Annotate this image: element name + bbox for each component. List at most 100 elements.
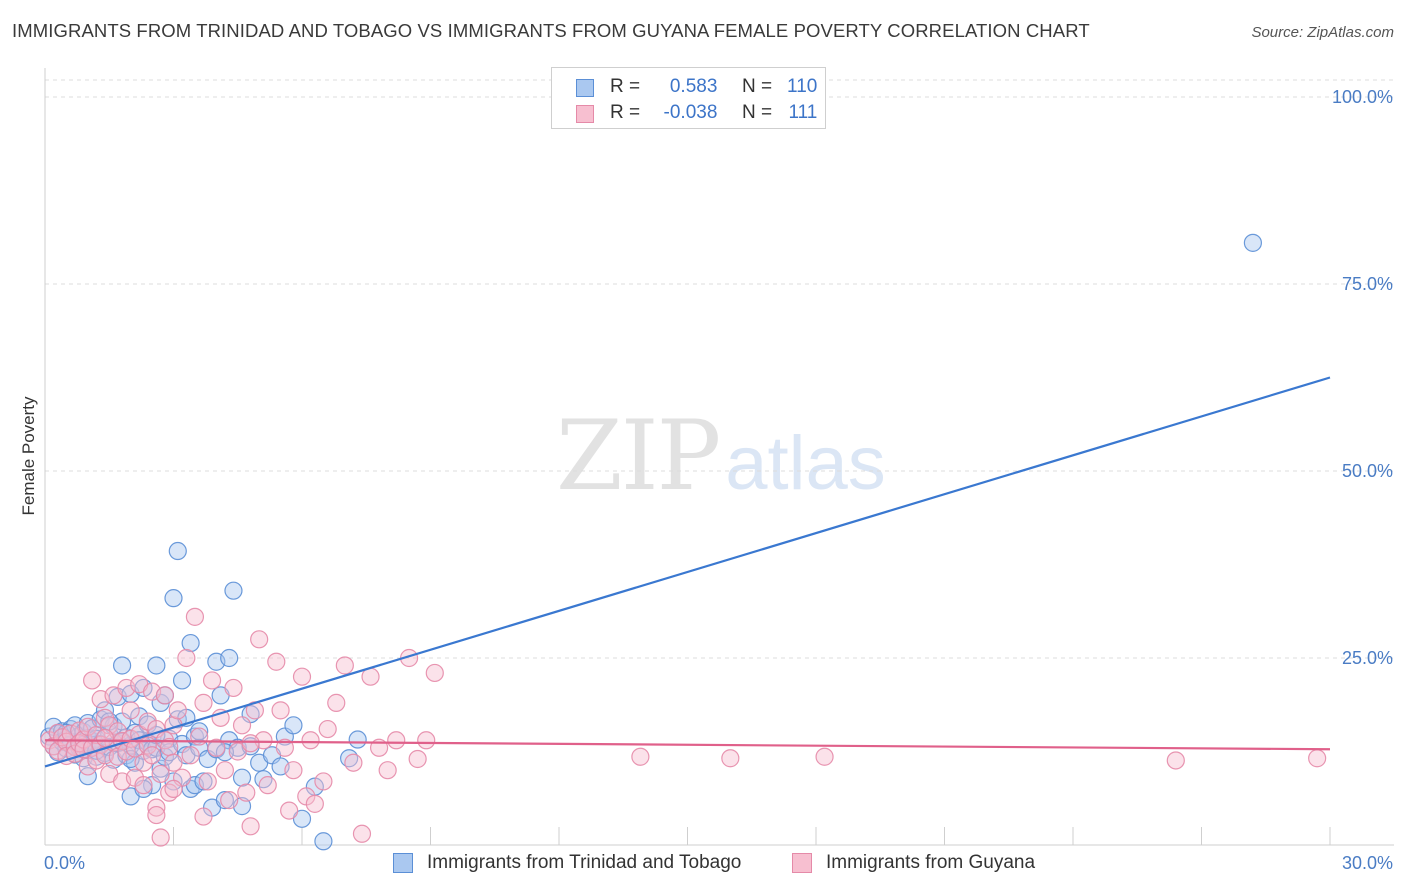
x-tick-label-end: 30.0%: [1342, 853, 1393, 873]
y-axis-label: Female Poverty: [19, 396, 38, 516]
data-point-guyana: [258, 776, 277, 795]
watermark-zip: ZIP: [556, 400, 721, 512]
data-point-trinidad-tobago: [220, 648, 239, 668]
data-point-guyana: [378, 761, 397, 780]
axes: [44, 68, 1394, 846]
data-point-guyana: [352, 824, 372, 843]
data-point-trinidad-tobago: [232, 768, 252, 787]
data-point-guyana: [284, 761, 303, 780]
data-point-guyana: [142, 746, 162, 765]
data-point-guyana: [164, 779, 183, 799]
data-point-guyana: [181, 746, 200, 765]
data-point-guyana: [815, 747, 834, 766]
data-point-guyana: [387, 731, 406, 750]
data-point-trinidad-tobago: [284, 716, 303, 735]
trend-lines: [44, 376, 1331, 768]
y-tick-label: 50.0%: [1342, 461, 1393, 481]
watermark-atlas: atlas: [725, 421, 886, 506]
data-point-guyana: [202, 671, 222, 690]
data-point-guyana: [250, 630, 269, 649]
series-guyana-points: [40, 607, 1327, 847]
data-point-trinidad-tobago: [95, 701, 115, 720]
data-point-guyana: [194, 807, 213, 826]
bottom-legend-swatch-blue: [393, 853, 413, 873]
legend-r-label: R =: [610, 102, 641, 123]
data-point-guyana: [147, 805, 166, 825]
data-point-guyana: [271, 701, 290, 720]
data-point-guyana: [224, 678, 243, 698]
correlation-legend: R = 0.583 N = 110 R = -0.038 N = 111: [551, 67, 826, 129]
data-point-trinidad-tobago: [292, 809, 312, 828]
data-point-guyana: [327, 693, 346, 712]
data-point-trinidad-tobago: [168, 541, 187, 561]
data-point-trinidad-tobago: [147, 656, 166, 675]
data-point-trinidad-tobago: [224, 581, 243, 600]
data-point-guyana: [305, 794, 324, 813]
data-point-guyana: [164, 753, 183, 772]
data-point-guyana: [344, 753, 363, 772]
data-point-trinidad-tobago: [215, 791, 234, 810]
data-point-guyana: [168, 701, 187, 720]
data-point-guyana: [83, 671, 102, 690]
data-point-guyana: [95, 728, 115, 748]
data-point-guyana: [241, 734, 260, 753]
legend-r-value: -0.038: [663, 102, 718, 123]
bottom-legend-label: Immigrants from Trinidad and Tobago: [427, 852, 742, 873]
y-tick-label: 75.0%: [1342, 274, 1393, 294]
watermark: ZIPatlas: [556, 400, 886, 512]
legend-n-label: N =: [741, 76, 773, 97]
data-point-guyana: [280, 801, 299, 820]
y-tick-label: 25.0%: [1342, 648, 1393, 668]
legend-n-value: 110: [787, 76, 818, 97]
data-point-guyana: [267, 652, 286, 671]
data-point-trinidad-tobago: [348, 730, 367, 749]
data-point-guyana: [241, 817, 260, 836]
x-tick-label-start: 0.0%: [44, 853, 85, 873]
axis-labels: 25.0% 50.0% 75.0% 100.0% 0.0% 30.0% Female Pov…: [19, 87, 1393, 873]
data-point-trinidad-tobago: [194, 772, 213, 791]
data-point-guyana: [318, 719, 337, 739]
bottom-legend-swatch-pink: [792, 853, 812, 873]
legend-n-value: 111: [788, 102, 818, 123]
data-point-guyana: [215, 761, 234, 780]
bottom-legend-label: Immigrants from Guyana: [826, 852, 1036, 873]
y-tick-label: 100.0%: [1332, 87, 1393, 107]
data-point-trinidad-tobago: [160, 743, 179, 762]
trend-line-trinidad-tobago: [44, 376, 1331, 768]
data-point-guyana: [220, 791, 239, 810]
legend-n-label: N =: [741, 102, 773, 123]
data-point-guyana: [292, 667, 312, 686]
legend-swatch-pink: [576, 105, 594, 123]
source-credit: Source: ZipAtlas.com: [1251, 24, 1394, 41]
data-point-guyana: [194, 693, 213, 712]
grid-lines: [45, 79, 1394, 659]
data-point-trinidad-tobago: [1243, 233, 1263, 252]
data-point-guyana: [721, 749, 740, 768]
data-point-guyana: [151, 764, 170, 784]
chart-title: IMMIGRANTS FROM TRINIDAD AND TOBAGO VS I…: [12, 20, 1090, 41]
data-point-guyana: [232, 716, 252, 735]
data-point-guyana: [198, 772, 217, 791]
legend-swatch-blue: [576, 79, 594, 97]
data-point-guyana: [177, 648, 196, 668]
data-point-trinidad-tobago: [78, 767, 97, 786]
data-point-guyana: [228, 742, 247, 761]
data-point-guyana: [301, 731, 320, 750]
data-point-trinidad-tobago: [215, 743, 234, 762]
legend-r-value: 0.583: [669, 76, 718, 97]
data-point-trinidad-tobago: [314, 832, 333, 851]
data-point-guyana: [134, 776, 153, 795]
data-point-guyana: [147, 798, 166, 817]
data-point-guyana: [237, 783, 256, 802]
data-point-trinidad-tobago: [181, 633, 200, 653]
legend-r-label: R =: [610, 76, 641, 97]
data-point-trinidad-tobago: [190, 722, 209, 741]
data-point-guyana: [314, 772, 333, 791]
data-point-trinidad-tobago: [112, 656, 132, 675]
data-point-guyana: [1308, 749, 1327, 768]
data-point-guyana: [425, 663, 444, 683]
data-point-guyana: [631, 747, 650, 766]
data-point-guyana: [335, 656, 354, 675]
data-point-guyana: [1166, 751, 1185, 770]
